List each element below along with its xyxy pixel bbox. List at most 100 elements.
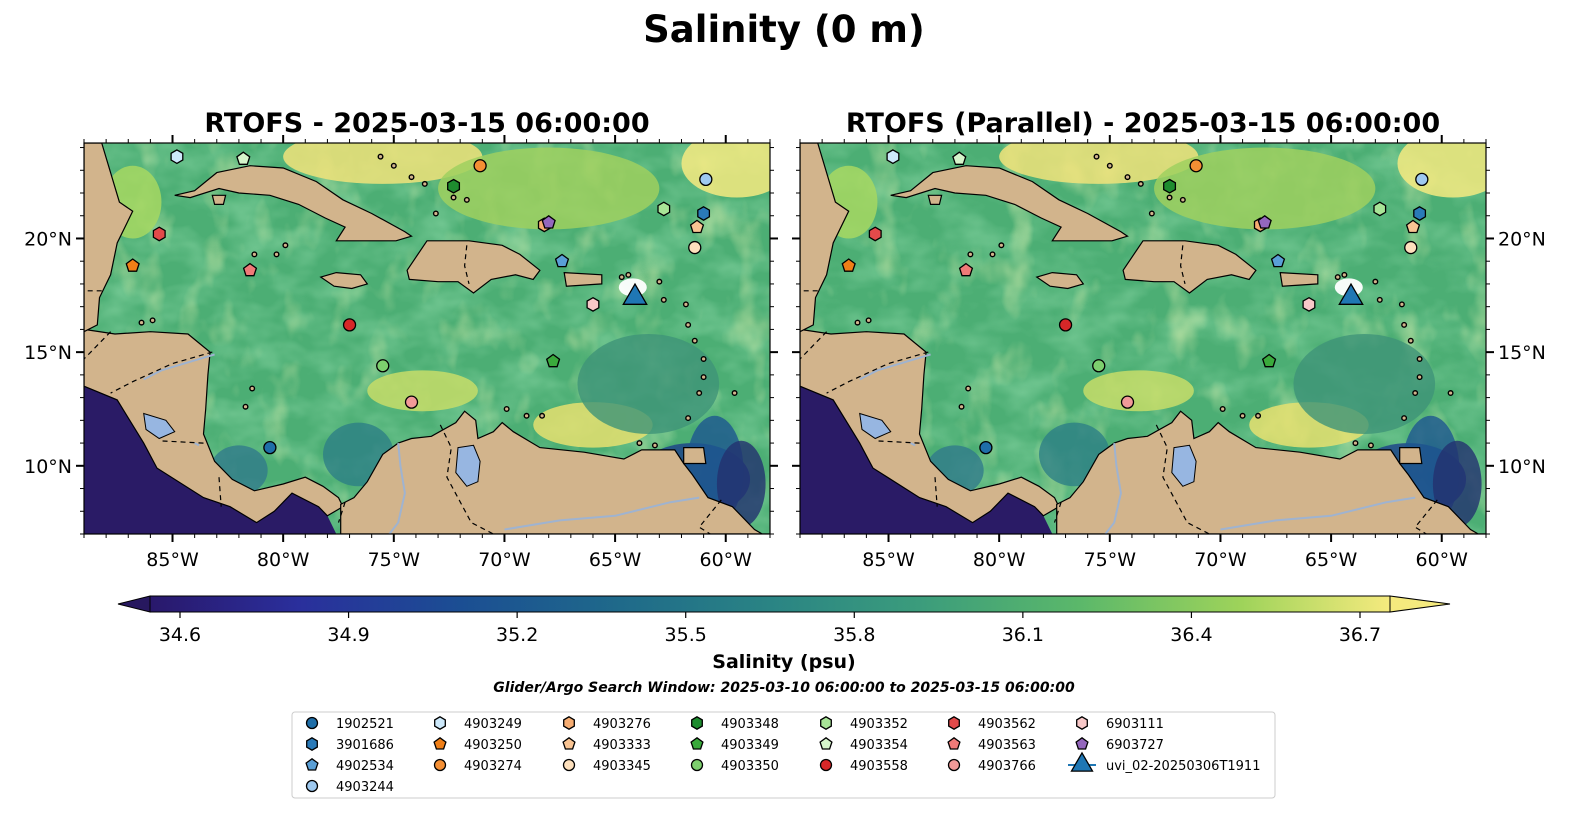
legend-item-4902534: 4902534 <box>305 757 394 774</box>
country-border <box>698 499 722 534</box>
small-island <box>1093 153 1100 160</box>
float-marker-4903352 <box>657 201 671 217</box>
map-frame <box>799 142 1487 535</box>
small-island <box>865 317 872 324</box>
small-island <box>149 317 156 324</box>
small-island <box>691 337 698 344</box>
float-marker-1902521 <box>979 440 993 455</box>
small-island <box>377 153 384 160</box>
panel-title: RTOFS - 2025-03-15 06:00:00 <box>204 108 649 139</box>
legend-label: 4903274 <box>464 759 522 774</box>
small-island <box>967 251 974 258</box>
legend-item-4903562: 4903562 <box>948 716 1036 732</box>
land-puertorico <box>563 271 603 287</box>
legend-item-1902521: 1902521 <box>305 716 394 732</box>
land-puertorico <box>1279 271 1319 287</box>
legend-label: 4903276 <box>593 717 651 732</box>
float-marker-4903349 <box>1261 353 1277 368</box>
small-island <box>1239 412 1246 419</box>
small-island <box>421 180 428 187</box>
legend-label: 4903250 <box>464 738 522 753</box>
small-island <box>463 196 470 203</box>
small-island <box>390 162 397 169</box>
colorbar-tick-label: 35.5 <box>665 624 707 646</box>
legend-marker-icon <box>1076 716 1088 730</box>
legend-label: 4903348 <box>721 717 779 732</box>
colorbar-tick-label: 36.7 <box>1339 624 1381 646</box>
small-island <box>656 278 663 285</box>
colorbar-ticks: 34.6 34.9 35.2 35.5 35.8 36.1 36.4 36.7 <box>159 612 1381 646</box>
float-marker-4903558 <box>1058 318 1073 332</box>
small-island <box>1352 440 1359 447</box>
legend-marker-icon <box>306 737 318 751</box>
legend-marker-icon <box>820 716 832 730</box>
low-salinity-plume <box>1293 333 1436 434</box>
high-salinity-region <box>1397 143 1486 198</box>
high-salinity-region <box>438 147 660 230</box>
x-tick-label: 85°W <box>862 549 915 571</box>
legend-marker-icon <box>433 758 447 772</box>
float-marker-4903354 <box>952 151 967 165</box>
small-island <box>958 403 965 410</box>
legend-label: 4903350 <box>721 759 779 774</box>
float-marker-3901686 <box>697 206 711 221</box>
small-island <box>1401 321 1408 328</box>
legend-item-4903276: 4903276 <box>563 716 651 732</box>
river <box>388 443 406 534</box>
legend-label: 4903558 <box>850 759 908 774</box>
float-marker-4903345 <box>688 240 702 255</box>
x-tick-label: 75°W <box>1084 549 1137 571</box>
float-marker-6903727 <box>1257 214 1272 229</box>
y-tick-label: 10°N <box>1498 456 1546 478</box>
legend-item-4903354: 4903354 <box>819 736 908 753</box>
small-island <box>1148 210 1155 217</box>
small-island <box>1376 296 1383 303</box>
colorbar-tick-label: 34.9 <box>327 624 369 646</box>
float-marker-1902521 <box>263 440 277 455</box>
small-island <box>1416 355 1423 362</box>
land-hispaniola <box>1122 240 1257 294</box>
small-island <box>251 251 258 258</box>
legend-item-4903349: 4903349 <box>690 736 779 753</box>
float-marker-4903333 <box>689 219 705 234</box>
legend-label: 4903345 <box>593 759 651 774</box>
country-border <box>826 351 929 394</box>
small-island <box>1401 415 1408 422</box>
small-island <box>1398 301 1405 308</box>
x-tick-label: 60°W <box>700 549 753 571</box>
float-marker-4903563 <box>958 262 974 277</box>
x-tick-label: 60°W <box>1416 549 1469 571</box>
legend-item-4903563: 4903563 <box>947 736 1036 753</box>
small-island <box>625 271 632 278</box>
small-island <box>618 274 625 281</box>
small-island <box>1137 180 1144 187</box>
small-island <box>651 442 658 449</box>
country-border <box>1155 424 1212 534</box>
land-jamaica <box>1035 271 1085 290</box>
small-island <box>432 210 439 217</box>
river <box>1104 443 1122 534</box>
small-island <box>1255 412 1262 419</box>
legend-item-6903727: 6903727 <box>1075 736 1164 753</box>
legend-label: 6903111 <box>1106 717 1164 732</box>
legend-item-4903766: 4903766 <box>947 758 1036 774</box>
float-marker-4903350 <box>376 359 390 373</box>
river <box>194 442 200 447</box>
legend-item-4903249: 4903249 <box>434 716 522 732</box>
map-panel-rtofs-parallel: 85°W 80°W 75°W 70°W 65°W 60°W 20°N 15°N 10°N RTOF… <box>792 108 1546 571</box>
float-marker-4903274 <box>473 159 487 173</box>
legend-label: 4903766 <box>978 759 1036 774</box>
country-border <box>1414 499 1438 534</box>
land-trinidad <box>1399 447 1423 465</box>
small-island <box>242 403 249 410</box>
small-island <box>696 390 703 397</box>
country-border <box>463 245 470 285</box>
float-marker-6903727 <box>541 214 556 229</box>
land-cuba <box>174 165 413 242</box>
small-island <box>998 242 1005 249</box>
legend-marker-icon <box>1070 751 1094 772</box>
x-tick-label: 70°W <box>1194 549 1247 571</box>
country-border <box>875 440 920 444</box>
small-island <box>1334 274 1341 281</box>
legend-marker-icon <box>691 716 703 730</box>
